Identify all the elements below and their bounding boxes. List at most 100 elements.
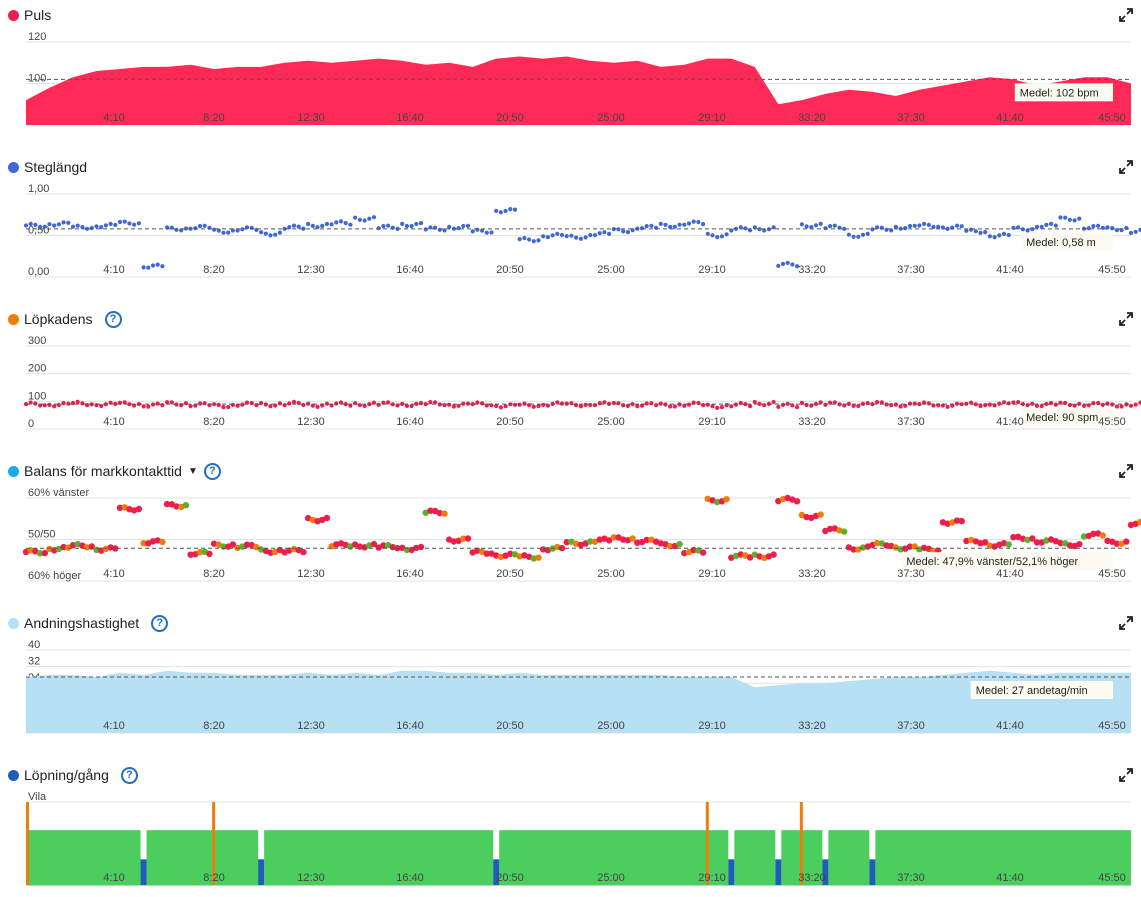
data-point xyxy=(221,230,226,235)
panel-cadence: Löpkadens ? 0 100 200 300 Medel: 90 spm 4:10 8… xyxy=(0,304,1141,456)
expand-icon[interactable] xyxy=(1119,768,1133,782)
x-tick-label: 37:30 xyxy=(897,720,925,732)
data-point xyxy=(912,223,917,228)
data-point xyxy=(287,401,292,406)
data-point xyxy=(267,549,274,556)
data-point xyxy=(621,229,626,234)
expand-icon[interactable] xyxy=(1119,464,1133,478)
data-point xyxy=(306,221,311,227)
data-point xyxy=(1066,542,1074,549)
data-point xyxy=(66,220,71,225)
mean-label: Medel: 47,9% vänster/52,1% höger xyxy=(901,552,1113,571)
data-point xyxy=(873,539,881,547)
data-point xyxy=(404,223,409,229)
data-point xyxy=(400,401,405,406)
data-point xyxy=(826,525,834,533)
data-point xyxy=(428,225,433,230)
data-point xyxy=(860,232,866,237)
data-point xyxy=(1011,400,1016,405)
data-point xyxy=(535,554,542,561)
data-point xyxy=(113,401,118,406)
data-point xyxy=(202,223,207,228)
data-point xyxy=(182,502,190,509)
y-tick-label: 1,00 xyxy=(28,183,49,195)
data-point xyxy=(729,228,734,233)
data-point xyxy=(47,402,52,407)
data-point xyxy=(710,233,715,238)
data-point xyxy=(99,225,104,230)
x-tick-label: 12:30 xyxy=(297,872,325,884)
help-icon[interactable]: ? xyxy=(120,766,138,784)
data-point xyxy=(964,228,969,233)
data-point xyxy=(893,402,899,407)
respiration-chart: 0816243240Medel: 27 andetag/min4:108:201… xyxy=(26,639,1131,734)
data-point xyxy=(997,233,1002,238)
data-point xyxy=(296,224,301,229)
gap-mark xyxy=(493,829,500,885)
data-point xyxy=(926,222,931,227)
data-point xyxy=(605,537,613,544)
mean-label-text: Medel: 47,9% vänster/52,1% höger xyxy=(906,556,1078,568)
data-point xyxy=(85,403,90,408)
data-point xyxy=(992,235,997,240)
data-point xyxy=(460,535,467,542)
series-area xyxy=(26,670,1131,733)
data-point xyxy=(668,224,673,229)
data-point xyxy=(611,227,616,232)
data-point xyxy=(785,401,790,406)
x-tick-label: 37:30 xyxy=(897,112,925,124)
data-point xyxy=(1014,533,1022,540)
data-point xyxy=(785,260,790,265)
data-point xyxy=(629,535,636,542)
mean-label-text: Medel: 102 bpm xyxy=(1020,87,1099,99)
x-tick-label: 25:00 xyxy=(597,720,625,732)
data-point xyxy=(140,540,147,547)
data-point xyxy=(616,227,621,232)
x-tick-label: 45:50 xyxy=(1098,872,1126,884)
data-point xyxy=(56,222,62,227)
series-dot xyxy=(8,769,19,781)
data-point xyxy=(569,233,574,238)
data-point xyxy=(958,517,965,525)
data-point xyxy=(987,402,993,407)
expand-icon[interactable] xyxy=(1119,8,1133,22)
expand-icon[interactable] xyxy=(1119,312,1133,326)
gap-mark xyxy=(869,829,876,885)
run-mark xyxy=(869,859,876,885)
data-point xyxy=(141,265,146,270)
data-point xyxy=(196,548,204,556)
data-point xyxy=(973,229,978,234)
data-point xyxy=(212,227,217,232)
dropdown-caret-icon[interactable]: ▼ xyxy=(187,465,198,477)
series-area xyxy=(26,56,1131,125)
data-point xyxy=(803,513,810,521)
data-point xyxy=(1044,401,1049,407)
data-point xyxy=(202,401,207,406)
data-point xyxy=(470,229,475,234)
data-point xyxy=(1124,225,1129,231)
data-point xyxy=(117,219,123,225)
help-icon[interactable]: ? xyxy=(151,614,169,632)
data-point xyxy=(602,400,607,405)
data-point xyxy=(150,263,156,268)
data-point xyxy=(169,400,174,405)
help-icon[interactable]: ? xyxy=(203,462,221,480)
data-point xyxy=(436,509,443,517)
data-point xyxy=(1016,400,1021,405)
data-point xyxy=(163,500,171,508)
data-point xyxy=(677,222,682,227)
data-point xyxy=(912,401,917,406)
title-text: Löpkadens xyxy=(24,311,93,327)
expand-icon[interactable] xyxy=(1119,160,1133,174)
data-point xyxy=(832,400,837,405)
data-point xyxy=(959,402,964,407)
data-point xyxy=(733,402,739,407)
data-point xyxy=(1138,227,1141,232)
data-point xyxy=(743,226,748,231)
x-tick-label: 4:10 xyxy=(103,720,124,732)
data-point xyxy=(1006,232,1011,238)
data-point xyxy=(273,232,278,237)
x-tick-label: 12:30 xyxy=(297,720,325,732)
help-icon[interactable]: ? xyxy=(104,310,122,328)
expand-icon[interactable] xyxy=(1119,616,1133,630)
